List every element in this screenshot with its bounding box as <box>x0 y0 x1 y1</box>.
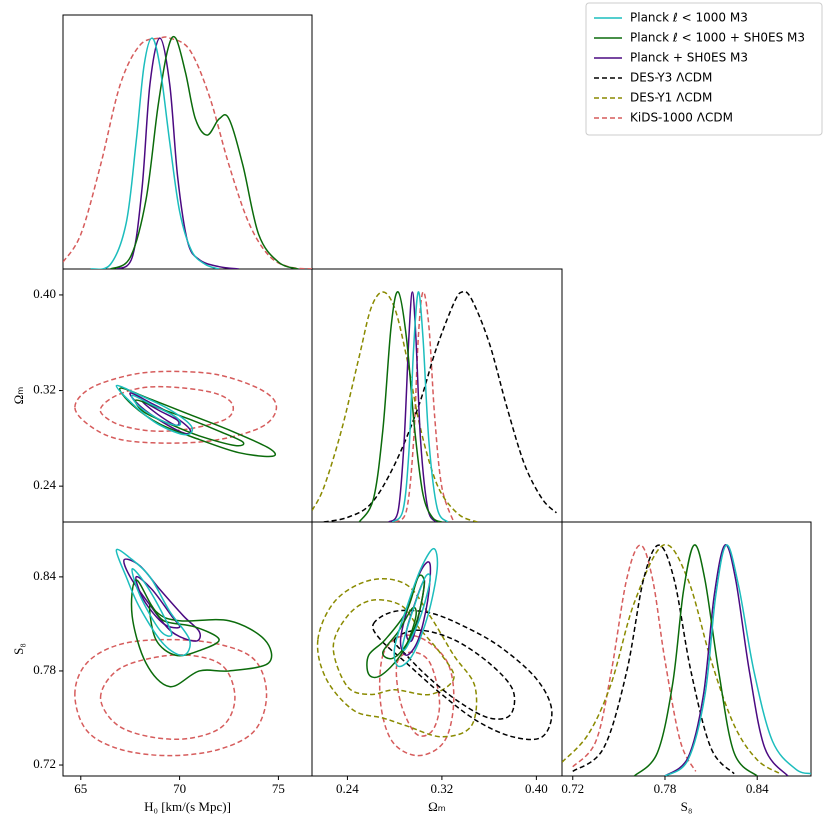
marginal-curve <box>391 291 449 522</box>
y-axis-title: Ωₘ <box>11 387 26 405</box>
contour <box>401 573 431 651</box>
legend-label: Planck ℓ < 1000 M3 <box>630 11 748 25</box>
contour <box>74 370 278 444</box>
x-tick-label: 0.72 <box>561 781 584 796</box>
x-tick-label: 75 <box>272 781 285 796</box>
contour <box>366 574 425 679</box>
panel-frame <box>62 521 313 777</box>
contour <box>99 385 235 433</box>
x-axis-title: S₈ <box>681 799 693 814</box>
x-tick-label: 70 <box>173 781 186 796</box>
x-axis-title: H₀ [km/(s Mpc)] <box>144 799 231 814</box>
legend-label: DES-Y1 ΛCDM <box>630 91 712 105</box>
contour <box>115 384 194 436</box>
marginal-curve <box>110 35 299 269</box>
y-axis-title: S₈ <box>11 643 26 655</box>
marginal-curve <box>312 291 478 522</box>
y-tick-label: 0.78 <box>33 662 56 677</box>
legend-box <box>585 2 823 136</box>
marginal-curve <box>664 544 789 776</box>
panel-frame <box>62 14 313 270</box>
contour <box>129 392 192 435</box>
contour <box>393 629 516 720</box>
x-axis-title: Ωₘ <box>428 799 446 814</box>
contour <box>378 634 455 757</box>
panel-frame <box>62 268 313 523</box>
legend: Planck ℓ < 1000 M3 Planck ℓ < 1000 + SH0E… <box>585 2 823 136</box>
contour <box>135 575 181 629</box>
legend-label: Planck + SH0ES M3 <box>630 51 748 65</box>
contour <box>74 638 268 757</box>
legend-label: KiDS-1000 ΛCDM <box>630 111 733 125</box>
panel-frame <box>561 521 812 777</box>
contour <box>316 578 478 738</box>
marginal-curve <box>562 543 781 775</box>
contour <box>131 568 173 637</box>
marginal-curve <box>358 291 443 522</box>
marginal-curve <box>664 544 811 776</box>
x-tick-label: 0.84 <box>746 781 769 796</box>
marginal-curve <box>323 290 557 522</box>
marginal-curve <box>394 291 455 522</box>
contour <box>130 394 182 427</box>
legend-label: Planck ℓ < 1000 + SH0ES M3 <box>630 31 805 45</box>
marginal-curve <box>388 291 437 522</box>
y-tick-label: 0.72 <box>33 756 56 771</box>
marginal-curve <box>572 544 697 772</box>
marginal-curve <box>90 37 220 269</box>
x-tick-label: 0.78 <box>654 781 677 796</box>
y-tick-label: 0.84 <box>33 568 56 583</box>
y-tick-label: 0.40 <box>33 286 56 301</box>
contour <box>99 654 236 741</box>
marginal-curve <box>633 544 758 776</box>
x-tick-label: 0.32 <box>431 781 454 796</box>
contour <box>371 609 553 741</box>
y-tick-label: 0.24 <box>33 477 56 492</box>
contour <box>395 651 441 737</box>
x-tick-label: 0.24 <box>336 781 359 796</box>
contour <box>393 547 439 668</box>
marginal-curve <box>63 36 312 269</box>
contour <box>141 400 180 427</box>
y-tick-label: 0.32 <box>33 382 56 397</box>
contour <box>115 548 191 657</box>
marginal-curve <box>572 544 735 775</box>
x-tick-label: 0.40 <box>525 781 548 796</box>
x-tick-label: 65 <box>74 781 87 796</box>
legend-label: DES-Y3 ΛCDM <box>630 71 712 85</box>
